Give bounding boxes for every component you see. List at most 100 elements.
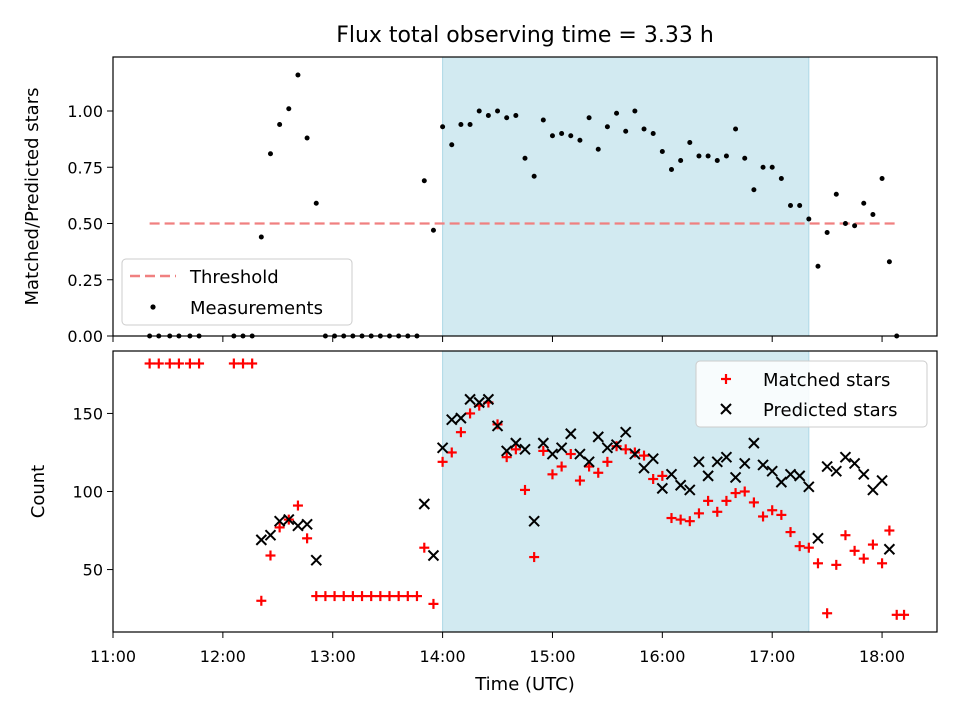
predicted-star-point — [583, 456, 595, 468]
predicted-star-point — [638, 462, 650, 474]
x-marker-stroke — [830, 465, 842, 477]
matched-star-point — [302, 533, 313, 544]
predicted-star-point — [629, 448, 641, 460]
x-marker-stroke — [519, 443, 531, 456]
predicted-star-point — [491, 420, 504, 432]
predicted-star-point — [656, 482, 669, 495]
measurement-point — [614, 110, 620, 116]
predicted-star-point — [519, 443, 531, 456]
measurement-point — [769, 164, 775, 170]
x-marker-stroke — [273, 515, 286, 527]
x-tick-label: 12:00 — [200, 647, 246, 666]
legend-threshold-label: Threshold — [189, 267, 279, 288]
measurement-point — [286, 106, 292, 112]
x-marker-stroke — [867, 484, 879, 496]
legend-plus-marker — [721, 374, 731, 384]
measurement-point — [623, 128, 629, 134]
matched-star-point — [629, 447, 640, 458]
matched-star-point — [675, 514, 686, 525]
matched-star-point — [602, 456, 613, 467]
matched-star-point — [877, 558, 888, 569]
predicted-star-point — [565, 428, 577, 440]
predicted-star-point — [255, 534, 268, 546]
matched-star-point — [611, 441, 622, 452]
measurement-point — [797, 203, 803, 208]
x-marker-stroke — [473, 396, 485, 409]
measurement-point — [485, 113, 491, 118]
x-marker-stroke — [793, 470, 806, 482]
matched-star-point — [703, 495, 714, 506]
measurement-point — [504, 115, 510, 121]
matched-star-point — [292, 500, 303, 511]
measurement-point — [295, 72, 301, 78]
predicted-star-point — [537, 437, 550, 449]
matched-star-point — [758, 511, 769, 522]
predicted-star-point — [848, 457, 861, 470]
measurement-point — [815, 263, 821, 269]
matched-star-point — [538, 445, 549, 456]
measurement-point — [430, 227, 436, 233]
x-marker-stroke — [455, 412, 467, 424]
predicted-star-point — [482, 393, 495, 406]
x-marker-stroke — [647, 453, 659, 465]
ratio-legend: Threshold Measurements — [121, 258, 353, 326]
x-marker-stroke — [711, 456, 723, 468]
y-tick-label: 100 — [72, 483, 103, 502]
matched-star-point — [419, 542, 430, 553]
measurement-point — [641, 126, 647, 132]
legend-measurements-label: Measurements — [190, 298, 323, 319]
measurement-point — [760, 164, 766, 170]
x-marker-stroke — [310, 554, 322, 566]
predicted-star-point — [301, 518, 313, 530]
x-marker-stroke — [610, 438, 623, 451]
x-marker-stroke — [301, 518, 313, 530]
matched-star-point — [858, 553, 869, 564]
matched-star-point — [320, 591, 331, 602]
x-marker-stroke — [766, 465, 778, 477]
measurement-point — [449, 142, 455, 148]
x-marker-stroke — [775, 476, 788, 488]
count-axes-frame — [112, 350, 938, 633]
x-tick-label: 16:00 — [639, 647, 685, 666]
x-marker-stroke — [720, 403, 732, 415]
measurement-point — [595, 146, 601, 152]
matched-star-point — [238, 358, 249, 369]
y-tick-label: 50 — [83, 561, 103, 580]
predicted-stars-points — [255, 393, 896, 566]
x-marker-stroke — [592, 431, 604, 443]
predicted-star-point — [665, 468, 678, 481]
measurement-point — [788, 203, 794, 208]
measurement-point — [540, 117, 546, 123]
measurement-point — [604, 124, 610, 130]
x-tick-label: 17:00 — [749, 647, 795, 666]
measurement-point — [852, 223, 858, 229]
predicted-star-point — [436, 442, 449, 454]
matched-star-point — [812, 558, 823, 569]
matched-star-point — [347, 591, 358, 602]
count-y-axis-ticks: 50 100 150 — [72, 404, 113, 580]
x-marker-stroke — [283, 513, 295, 526]
matched-star-point — [153, 358, 164, 369]
x-tick-label: 15:00 — [529, 647, 575, 666]
matched-star-point — [265, 550, 276, 561]
x-marker-stroke — [748, 437, 760, 449]
matched-star-point — [648, 474, 659, 485]
measurement-point — [723, 153, 729, 159]
matched-star-point — [184, 358, 195, 369]
predicted-star-point — [784, 468, 797, 481]
measurement-point — [632, 108, 638, 114]
matched-star-point — [173, 358, 184, 369]
predicted-star-point — [546, 448, 559, 460]
x-marker-stroke — [500, 445, 513, 457]
x-marker-stroke — [729, 471, 742, 484]
predicted-star-point — [310, 554, 322, 566]
x-marker-stroke — [803, 481, 815, 493]
x-marker-stroke — [427, 549, 440, 562]
matched-star-point — [144, 358, 155, 369]
matched-star-point — [657, 470, 668, 481]
matched-star-point — [639, 450, 650, 461]
x-marker-stroke — [848, 457, 861, 470]
matched-star-point — [520, 484, 530, 495]
x-marker-stroke — [702, 470, 714, 482]
